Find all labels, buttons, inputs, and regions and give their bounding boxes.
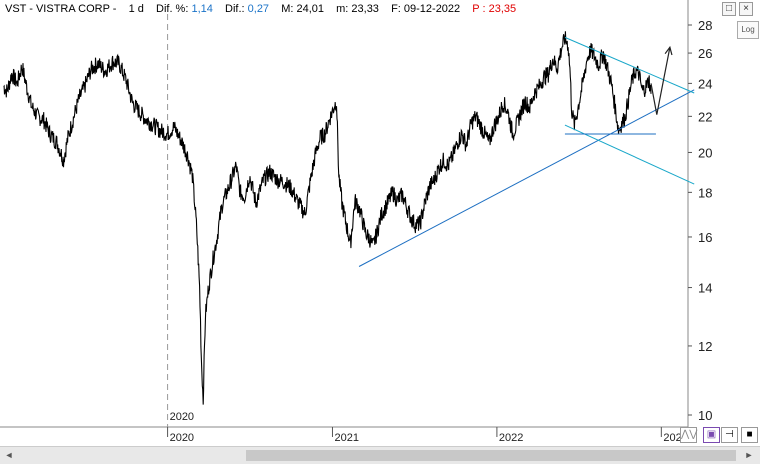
projection-arrow [650,47,671,115]
y-tick-label: 12 [698,339,712,354]
zoom-toggle-button[interactable]: ⋀⋁ [680,427,697,443]
y-tick-label: 10 [698,408,712,423]
close-button[interactable]: × [739,2,753,16]
year-separator-label: 2020 [170,411,194,423]
y-tick-label: 26 [698,46,712,61]
max-value: M: 24,01 [281,3,324,15]
x-tick-label: 2020 [170,432,194,444]
restore-icon: □ [725,3,733,14]
date-value: F: 09-12-2022 [391,3,461,15]
restore-button[interactable]: □ [722,2,736,16]
interval-label: 1 d [128,3,144,15]
channel-lower-line [564,124,695,185]
min-value: m: 23,33 [336,3,379,15]
projection-arrowhead [664,45,673,56]
scroll-thumb[interactable] [246,450,736,461]
y-tick-label: 14 [698,281,712,296]
x-tick-label: 2022 [499,432,523,444]
scroll-right-icon[interactable]: ► [744,450,754,460]
support-trendline [358,89,695,267]
scroll-left-icon[interactable]: ◄ [4,450,14,460]
pin-icon: ⊣ [725,429,734,440]
quote-header: VST - VISTRA CORP - 1 d Dif. %: 1,14 Dif… [5,3,516,15]
close-icon: × [743,3,749,14]
zigzag-icon: ⋀⋁ [681,429,698,440]
y-tick-label: 20 [698,145,712,160]
log-scale-button[interactable]: Log [737,21,759,39]
y-axis-panel [688,0,760,427]
price-line [3,31,652,405]
x-axis-panel [0,427,760,446]
y-tick-label: 24 [698,76,712,91]
dif-label: Dif.: [225,3,245,15]
x-tick-label: 2021 [334,432,358,444]
channel-upper-line [564,36,695,94]
horizontal-scrollbar[interactable]: ◄ ► [0,446,760,464]
square-icon: ■ [746,429,753,440]
dif-pct-label: Dif. %: [156,3,189,15]
dif-pct-value: 1,14 [191,3,213,15]
y-tick-label: 28 [698,18,712,33]
save-button[interactable]: ▣ [703,427,720,443]
price-value: P : 23,35 [472,3,517,15]
color-button[interactable]: ■ [741,427,758,443]
y-tick-label: 18 [698,185,712,200]
y-tick-label: 22 [698,109,712,124]
y-tick-label: 16 [698,230,712,245]
dif-value: 0,27 [247,3,270,15]
plot-area [0,0,688,427]
floppy-icon: ▣ [706,429,717,440]
ticker-name: VST - VISTRA CORP - [5,3,117,15]
pin-button[interactable]: ⊣ [721,427,738,443]
